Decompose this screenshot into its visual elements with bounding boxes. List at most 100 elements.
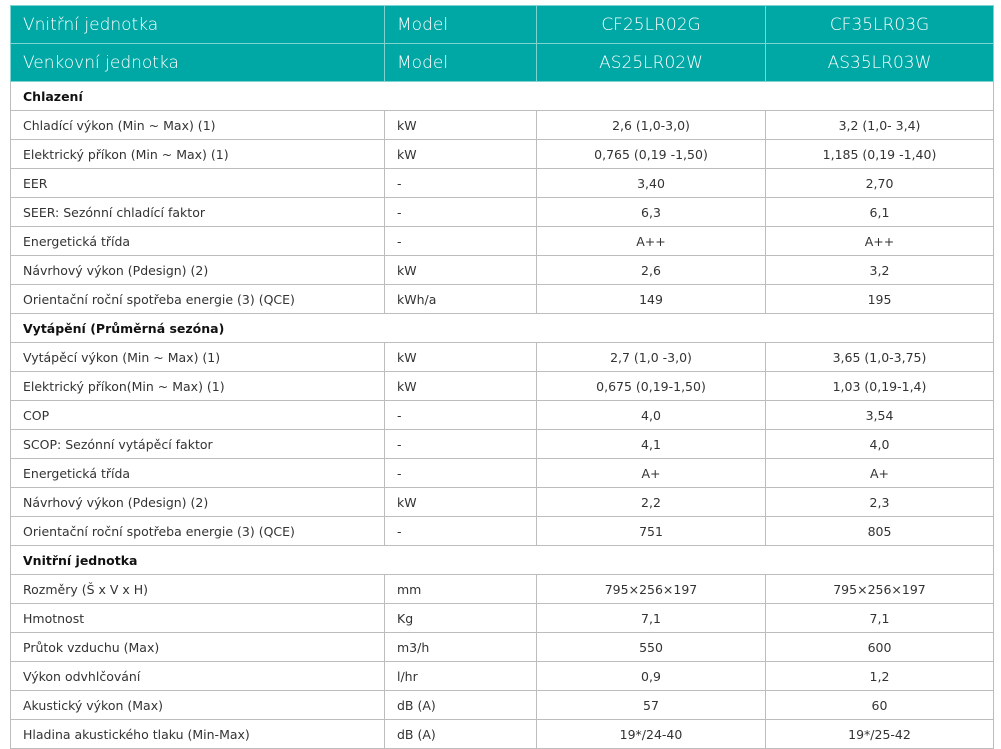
parameter-label: Hladina akustického tlaku (Min-Max)	[10, 719, 385, 749]
unit-cell: dB (A)	[384, 690, 537, 720]
unit-cell: kW	[384, 139, 537, 169]
value-cell: 751	[536, 516, 766, 546]
header-row: Vnitřní jednotka Model CF25LR02G CF35LR03G	[10, 5, 994, 44]
unit-cell: kW	[384, 255, 537, 285]
table-row: COP -4,0 3,54	[10, 400, 994, 430]
value-cell: A++	[536, 226, 766, 256]
value-cell: 805	[765, 516, 994, 546]
section-heading-row: Vytápění (Průměrná sezóna)	[10, 313, 994, 343]
parameter-label: Orientační roční spotřeba energie (3) (Q…	[10, 516, 385, 546]
table-row: EER -3,40 2,70	[10, 168, 994, 198]
value-cell: 195	[765, 284, 994, 314]
table-row: Návrhový výkon (Pdesign) (2) kW 2,2 2,3	[10, 487, 994, 517]
value-cell: 795×256×197	[536, 574, 766, 604]
value-cell: 4,0	[765, 429, 994, 459]
parameter-label: Chladící výkon (Min ~ Max) (1)	[10, 110, 385, 140]
value-cell: 3,40	[536, 168, 766, 198]
section-title: Chlazení	[10, 81, 994, 111]
value-cell: 0,9	[536, 661, 766, 691]
parameter-label: Energetická třída	[10, 226, 385, 256]
unit-cell: -	[384, 516, 537, 546]
table-row: Orientační roční spotřeba energie (3) (Q…	[10, 516, 994, 546]
value-cell: 0,765 (0,19 -1,50)	[536, 139, 766, 169]
table-row: Hladina akustického tlaku (Min-Max) dB (A…	[10, 719, 994, 749]
parameter-label: Návrhový výkon (Pdesign) (2)	[10, 255, 385, 285]
value-cell: 795×256×197	[765, 574, 994, 604]
section-heading-row: Chlazení	[10, 81, 994, 111]
table-row: Akustický výkon (Max) dB (A) 57 60	[10, 690, 994, 720]
model-name: CF35LR03G	[765, 5, 994, 44]
value-cell: 2,6	[536, 255, 766, 285]
value-cell: 19*/24-40	[536, 719, 766, 749]
parameter-label: Orientační roční spotřeba energie (3) (Q…	[10, 284, 385, 314]
table-row: Chladící výkon (Min ~ Max) (1) kW 2,6 (1,0…	[10, 110, 994, 140]
value-cell: A+	[765, 458, 994, 488]
value-cell: 3,2	[765, 255, 994, 285]
value-cell: 1,03 (0,19-1,4)	[765, 371, 994, 401]
value-cell: 3,2 (1,0- 3,4)	[765, 110, 994, 140]
value-cell: 1,185 (0,19 -1,40)	[765, 139, 994, 169]
value-cell: 2,70	[765, 168, 994, 198]
table-row: Elektrický příkon(Min ~ Max) (1) kW 0,675 …	[10, 371, 994, 401]
unit-cell: -	[384, 458, 537, 488]
value-cell: 1,2	[765, 661, 994, 691]
value-cell: 2,2	[536, 487, 766, 517]
value-cell: 600	[765, 632, 994, 662]
parameter-label: Hmotnost	[10, 603, 385, 633]
parameter-label: Rozměry (Š x V x H)	[10, 574, 385, 604]
unit-cell: Kg	[384, 603, 537, 633]
value-cell: 57	[536, 690, 766, 720]
unit-cell: mm	[384, 574, 537, 604]
table-row: Orientační roční spotřeba energie (3) (Q…	[10, 284, 994, 314]
section-title: Vnitřní jednotka	[10, 545, 994, 575]
value-cell: 2,6 (1,0-3,0)	[536, 110, 766, 140]
model-name: CF25LR02G	[536, 5, 766, 44]
value-cell: 0,675 (0,19-1,50)	[536, 371, 766, 401]
value-cell: 149	[536, 284, 766, 314]
section-heading-row: Vnitřní jednotka	[10, 545, 994, 575]
value-cell: 19*/25-42	[765, 719, 994, 749]
unit-cell: -	[384, 429, 537, 459]
unit-cell: kW	[384, 342, 537, 372]
value-cell: 4,0	[536, 400, 766, 430]
spec-table: Vnitřní jednotka Model CF25LR02G CF35LR03G V…	[10, 5, 994, 749]
parameter-label: Elektrický příkon (Min ~ Max) (1)	[10, 139, 385, 169]
table-row: Energetická třída - A+ A+	[10, 458, 994, 488]
unit-cell: kW	[384, 487, 537, 517]
table-row: Návrhový výkon (Pdesign) (2) kW 2,6 3,2	[10, 255, 994, 285]
value-cell: 2,7 (1,0 -3,0)	[536, 342, 766, 372]
header-label: Vnitřní jednotka	[10, 5, 385, 44]
value-cell: 60	[765, 690, 994, 720]
parameter-label: Vytápěcí výkon (Min ~ Max) (1)	[10, 342, 385, 372]
header-label: Venkovní jednotka	[10, 43, 385, 82]
table-row: Vytápěcí výkon (Min ~ Max) (1) kW 2,7 (1,0…	[10, 342, 994, 372]
value-cell: 550	[536, 632, 766, 662]
unit-cell: -	[384, 168, 537, 198]
value-cell: 7,1	[536, 603, 766, 633]
unit-cell: -	[384, 197, 537, 227]
parameter-label: SEER: Sezónní chladící faktor	[10, 197, 385, 227]
value-cell: 6,1	[765, 197, 994, 227]
parameter-label: COP	[10, 400, 385, 430]
parameter-label: Energetická třída	[10, 458, 385, 488]
parameter-label: Návrhový výkon (Pdesign) (2)	[10, 487, 385, 517]
parameter-label: Akustický výkon (Max)	[10, 690, 385, 720]
table-row: Elektrický příkon (Min ~ Max) (1) kW 0,765…	[10, 139, 994, 169]
parameter-label: Výkon odvhlčování	[10, 661, 385, 691]
unit-cell: -	[384, 400, 537, 430]
section-title: Vytápění (Průměrná sezóna)	[10, 313, 994, 343]
table-row: SEER: Sezónní chladící faktor -6,3 6,1	[10, 197, 994, 227]
unit-cell: m3/h	[384, 632, 537, 662]
value-cell: A+	[536, 458, 766, 488]
unit-cell: kW	[384, 110, 537, 140]
table-row: Výkon odvhlčování l/hr 0,9 1,2	[10, 661, 994, 691]
value-cell: 6,3	[536, 197, 766, 227]
value-cell: 4,1	[536, 429, 766, 459]
parameter-label: Průtok vzduchu (Max)	[10, 632, 385, 662]
table-row: Rozměry (Š x V x H) mm 795×256×197 795×256×…	[10, 574, 994, 604]
header-unit: Model	[384, 43, 537, 82]
value-cell: 7,1	[765, 603, 994, 633]
value-cell: A++	[765, 226, 994, 256]
parameter-label: SCOP: Sezónní vytápěcí faktor	[10, 429, 385, 459]
table-row: Průtok vzduchu (Max) m3/h 550 600	[10, 632, 994, 662]
